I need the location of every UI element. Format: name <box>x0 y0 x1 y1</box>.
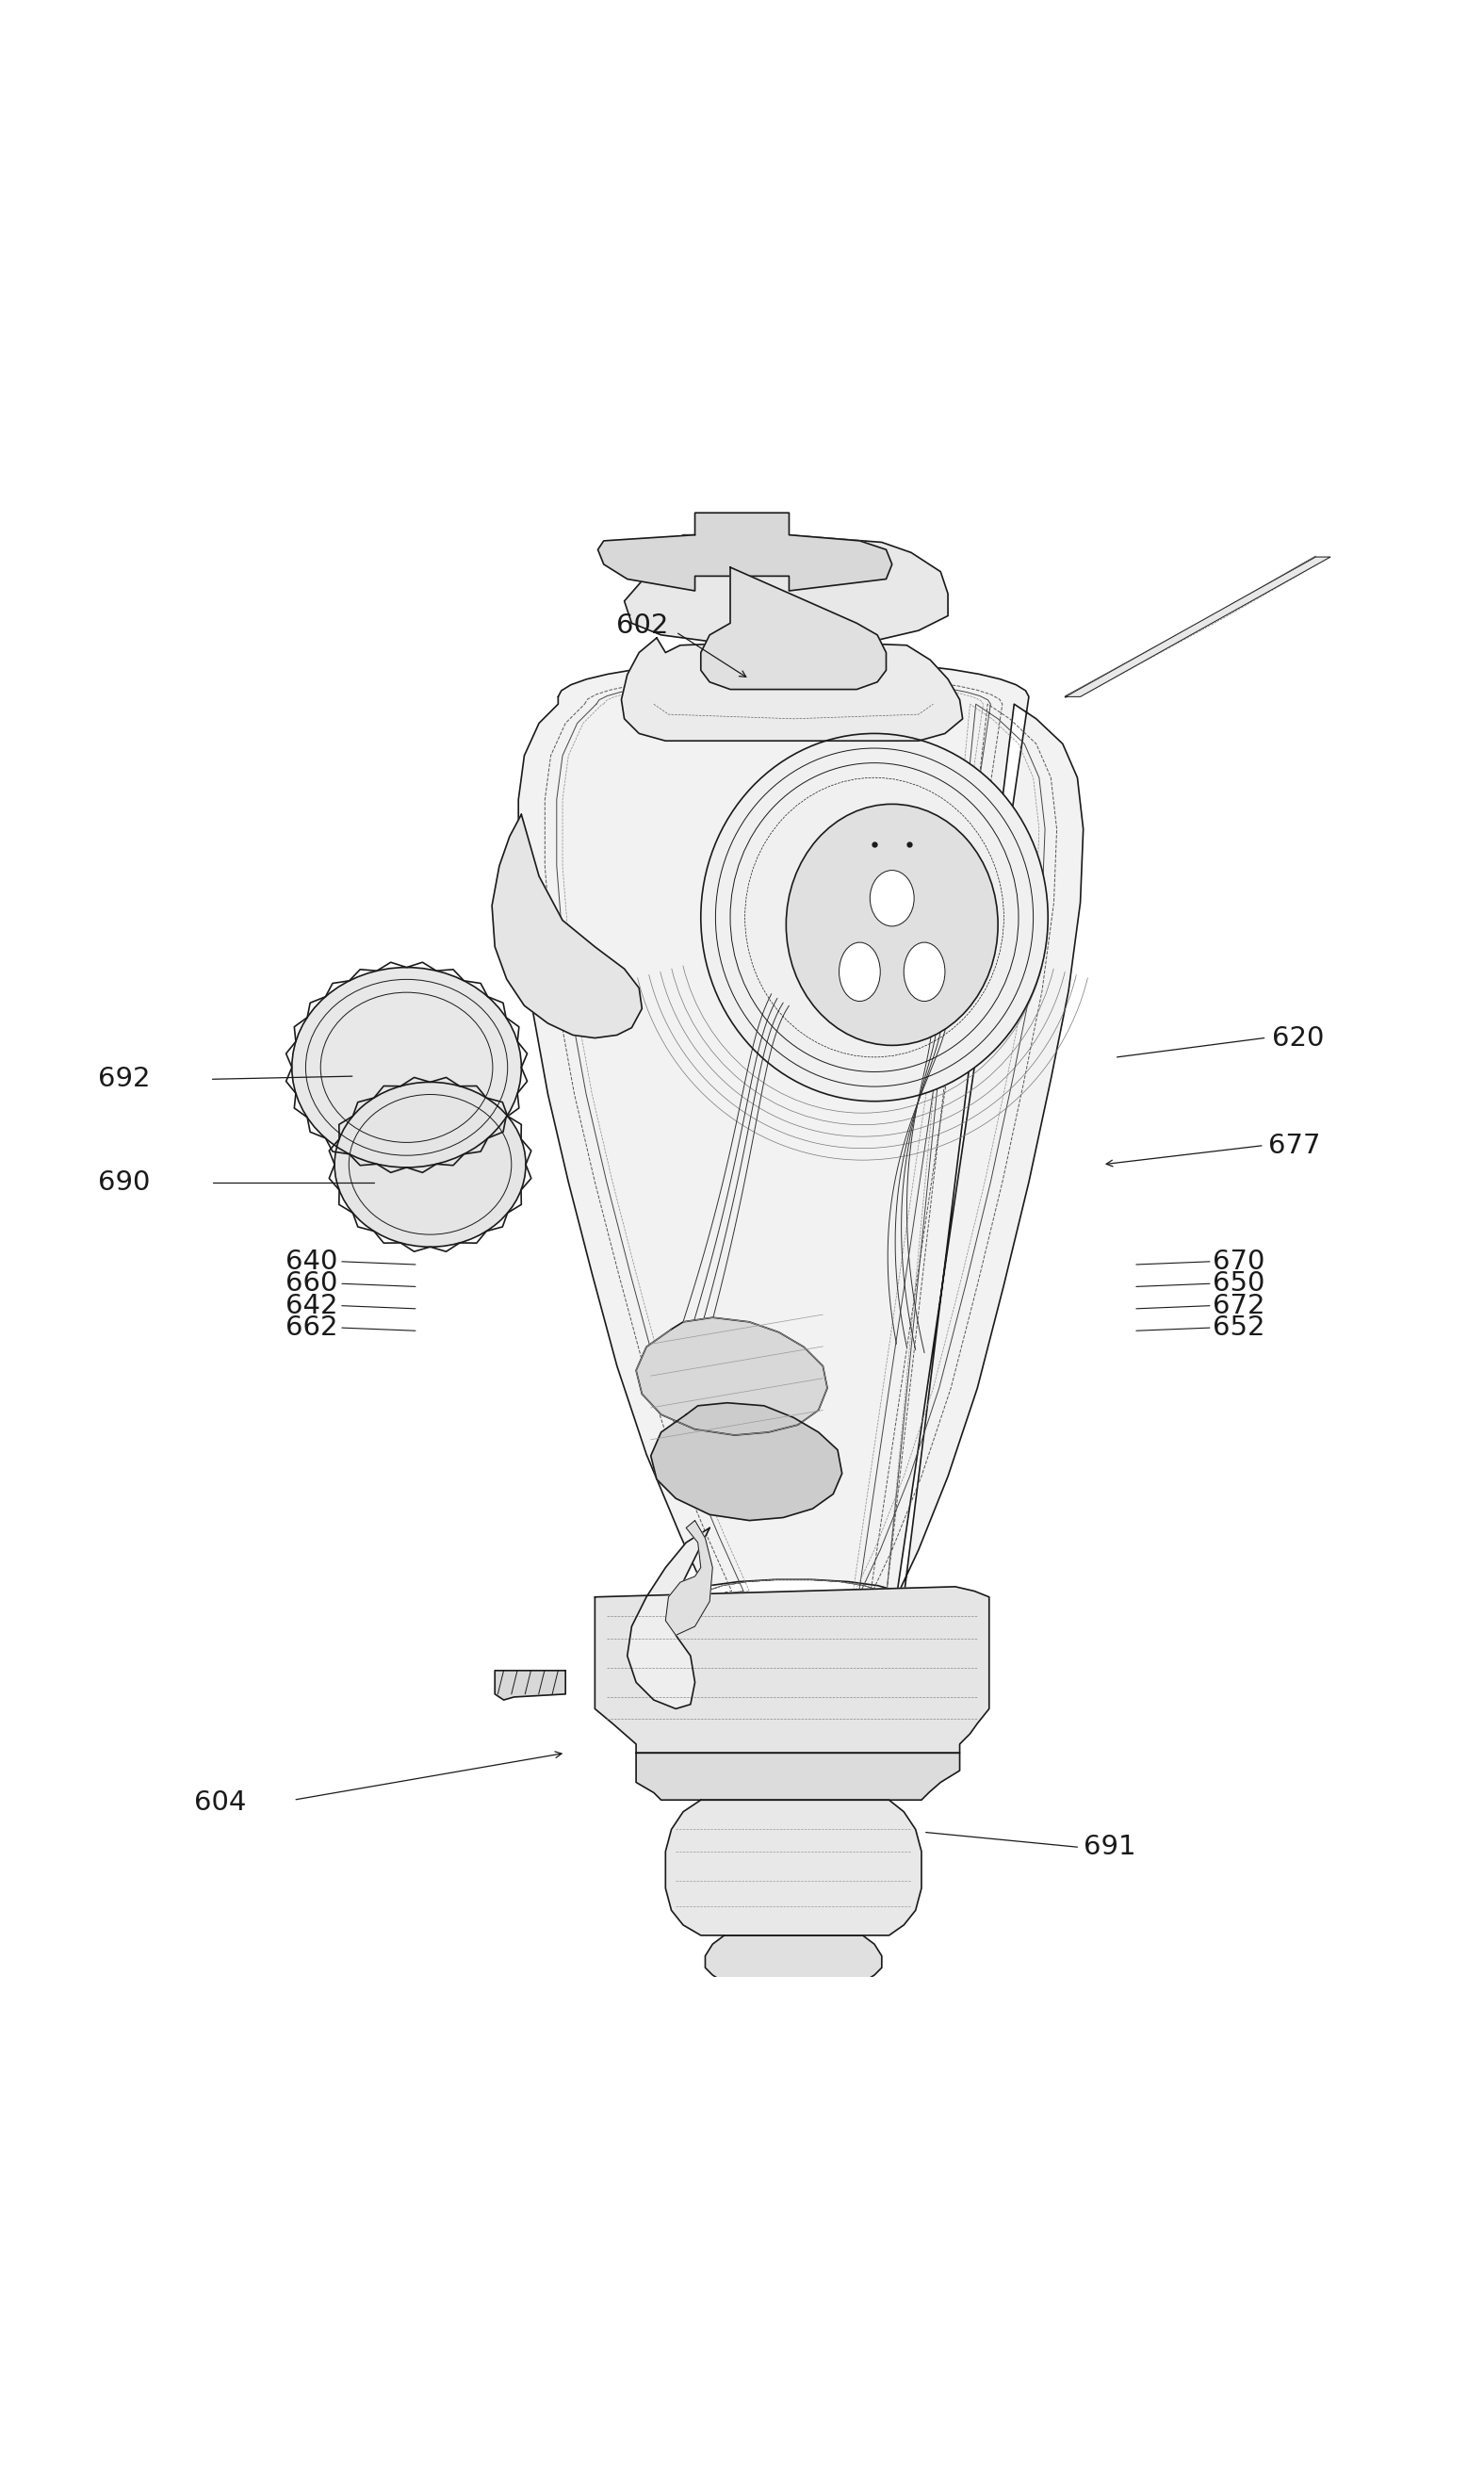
Text: 642: 642 <box>285 1293 337 1318</box>
Text: 670: 670 <box>1212 1248 1264 1276</box>
Text: 660: 660 <box>285 1271 337 1298</box>
Polygon shape <box>637 1752 960 1799</box>
Polygon shape <box>700 568 886 690</box>
Ellipse shape <box>870 871 914 926</box>
Ellipse shape <box>904 943 945 1000</box>
Polygon shape <box>491 814 643 1037</box>
Polygon shape <box>622 638 963 740</box>
Polygon shape <box>1066 556 1330 697</box>
Text: 602: 602 <box>616 613 668 640</box>
Polygon shape <box>665 1799 922 1936</box>
Text: 604: 604 <box>194 1790 246 1817</box>
Polygon shape <box>598 514 892 591</box>
Text: 640: 640 <box>285 1248 337 1276</box>
Text: 662: 662 <box>285 1315 337 1340</box>
Text: 677: 677 <box>1269 1132 1321 1159</box>
Polygon shape <box>705 1936 881 1983</box>
Ellipse shape <box>787 804 997 1045</box>
Text: 672: 672 <box>1212 1293 1264 1318</box>
Ellipse shape <box>334 1082 525 1246</box>
Polygon shape <box>637 1318 827 1435</box>
Ellipse shape <box>292 968 521 1167</box>
Polygon shape <box>518 660 1083 1596</box>
Text: 620: 620 <box>1272 1025 1324 1052</box>
Polygon shape <box>625 536 948 645</box>
Polygon shape <box>651 1402 841 1521</box>
Text: 691: 691 <box>1083 1834 1135 1859</box>
Text: 652: 652 <box>1212 1315 1264 1340</box>
Ellipse shape <box>700 735 1048 1102</box>
Ellipse shape <box>838 943 880 1000</box>
Text: 692: 692 <box>98 1065 150 1092</box>
Polygon shape <box>494 1670 565 1700</box>
Text: 650: 650 <box>1212 1271 1264 1298</box>
Polygon shape <box>665 1521 712 1636</box>
Text: 690: 690 <box>98 1169 150 1196</box>
Polygon shape <box>595 1586 990 1752</box>
Polygon shape <box>628 1529 709 1708</box>
